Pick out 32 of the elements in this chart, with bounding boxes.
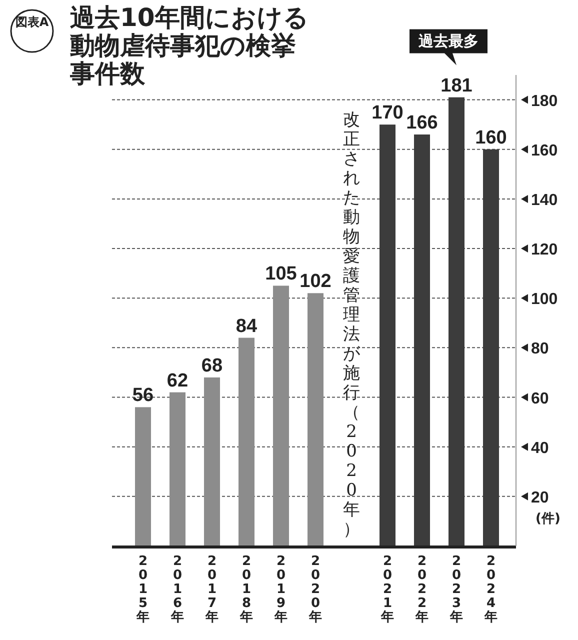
data-label: 102	[300, 271, 332, 292]
x-tick-label: 2017年	[204, 554, 218, 625]
x-tick-label: 2020年	[308, 554, 322, 625]
y-tick-label: 180	[531, 92, 558, 110]
data-label: 84	[236, 316, 258, 337]
x-tick-label: 2019年	[274, 554, 288, 625]
x-tick-label: 2024年	[484, 554, 498, 625]
text: 図表A	[14, 14, 50, 30]
data-label: 170	[372, 102, 404, 124]
y-tick-label: 100	[531, 291, 558, 308]
x-tick-label: 2021年	[380, 554, 394, 625]
data-label: 105	[265, 264, 298, 285]
data-label: 68	[201, 355, 223, 376]
data-label: 166	[406, 112, 438, 134]
x-tick-label: 2018年	[239, 554, 253, 625]
y-tick-label: 60	[531, 390, 549, 408]
x-tick-label: 2016年	[170, 554, 184, 625]
y-tick-label: 140	[531, 192, 558, 209]
chart-title: 過去10年間における動物虐待事犯の検挙事件数	[70, 3, 310, 88]
text: 過去最多	[418, 31, 480, 52]
x-tick-label: 2015年	[136, 554, 150, 625]
y-tick-label: 160	[531, 142, 558, 160]
data-label: 181	[440, 75, 473, 96]
x-tick-label: 2022年	[414, 554, 428, 625]
data-label: 62	[166, 370, 188, 392]
y-axis-title: (件)	[536, 511, 560, 526]
x-tick-label: 2023年	[449, 554, 463, 625]
y-tick-label: 120	[531, 242, 558, 259]
y-tick-label: 40	[531, 440, 549, 457]
data-label: 160	[475, 127, 507, 148]
y-tick-label: 20	[531, 489, 549, 506]
y-tick-label: 80	[531, 340, 549, 358]
